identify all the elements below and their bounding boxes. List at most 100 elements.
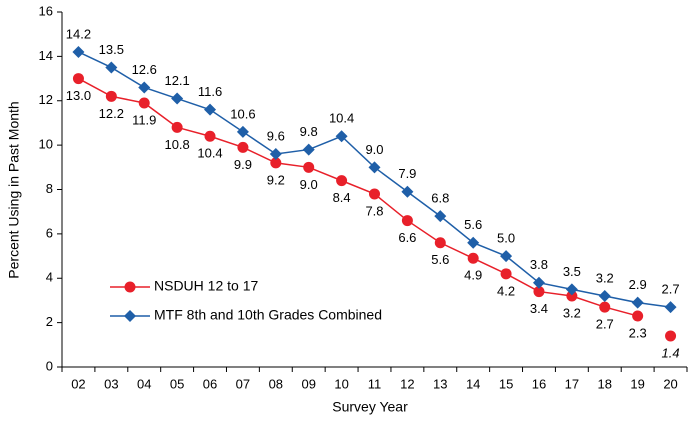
legend-label: MTF 8th and 10th Grades Combined — [154, 307, 382, 323]
data-label: 9.0 — [365, 142, 383, 157]
x-tick-label: 08 — [269, 376, 283, 391]
data-label: 13.0 — [66, 88, 91, 103]
data-label: 1.4 — [662, 345, 680, 360]
data-label: 7.9 — [398, 166, 416, 181]
data-label: 8.4 — [333, 190, 351, 205]
data-point — [532, 276, 545, 289]
data-point — [204, 130, 216, 142]
data-label: 9.0 — [300, 177, 318, 192]
x-tick-label: 03 — [104, 376, 118, 391]
data-point — [72, 73, 84, 85]
data-label: 10.8 — [164, 137, 189, 152]
data-label: 3.5 — [563, 264, 581, 279]
y-tick-label: 10 — [39, 137, 53, 152]
data-label: 4.9 — [464, 268, 482, 283]
data-label: 13.5 — [99, 42, 124, 57]
data-point — [533, 286, 545, 298]
y-tick-label: 4 — [46, 270, 53, 285]
data-label: 9.9 — [234, 157, 252, 172]
data-point — [303, 161, 315, 173]
x-tick-label: 14 — [466, 376, 480, 391]
data-point — [631, 296, 644, 309]
data-point — [302, 143, 315, 156]
data-point — [467, 252, 479, 264]
data-label: 10.6 — [230, 106, 255, 121]
data-point — [171, 121, 183, 133]
data-label: 3.8 — [530, 257, 548, 272]
x-tick-label: 11 — [368, 376, 382, 391]
data-label: 3.4 — [530, 301, 548, 316]
x-tick-label: 16 — [532, 376, 546, 391]
series-line — [78, 77, 638, 317]
data-point — [171, 92, 184, 105]
x-tick-label: 05 — [170, 376, 184, 391]
x-tick-label: 20 — [663, 376, 677, 391]
x-tick-label: 18 — [598, 376, 612, 391]
legend-label: NSDUH 12 to 17 — [154, 278, 258, 294]
data-label: 11.6 — [198, 84, 222, 99]
data-label: 5.0 — [497, 231, 515, 246]
legend-marker — [124, 281, 136, 293]
data-label: 5.6 — [464, 217, 482, 232]
y-axis-label: Percent Using in Past Month — [6, 101, 22, 278]
x-tick-label: 13 — [433, 376, 447, 391]
data-point — [105, 90, 117, 102]
data-label: 2.9 — [629, 277, 647, 292]
data-label: 14.2 — [66, 26, 91, 41]
data-point — [434, 210, 447, 223]
data-label: 2.7 — [596, 317, 614, 332]
data-point — [368, 161, 381, 174]
y-tick-label: 16 — [39, 3, 53, 18]
data-label: 12.2 — [99, 106, 124, 121]
data-label: 7.8 — [365, 203, 383, 218]
y-tick-label: 6 — [46, 225, 53, 240]
x-tick-label: 02 — [71, 376, 85, 391]
x-tick-label: 10 — [334, 376, 348, 391]
y-tick-label: 0 — [46, 358, 53, 373]
data-point — [500, 250, 513, 263]
y-tick-label: 14 — [39, 48, 53, 63]
data-point — [599, 301, 611, 313]
data-point — [237, 141, 249, 153]
data-point — [467, 236, 480, 249]
x-axis-label: Survey Year — [332, 399, 408, 415]
data-point — [665, 330, 677, 342]
data-point — [664, 301, 677, 314]
data-label: 4.2 — [497, 283, 515, 298]
data-point — [434, 237, 446, 249]
x-tick-label: 19 — [630, 376, 644, 391]
data-label: 9.6 — [267, 128, 285, 143]
data-point — [401, 185, 414, 198]
data-label: 6.6 — [398, 230, 416, 245]
data-point — [105, 61, 118, 74]
x-tick-label: 04 — [137, 376, 151, 391]
data-label: 2.3 — [629, 325, 647, 340]
data-label: 5.6 — [431, 252, 449, 267]
data-label: 9.2 — [267, 172, 285, 187]
data-point — [204, 103, 217, 116]
data-label: 12.1 — [164, 73, 189, 88]
data-label: 6.8 — [431, 191, 449, 206]
y-tick-label: 8 — [46, 181, 53, 196]
x-tick-label: 09 — [301, 376, 315, 391]
data-point — [598, 290, 611, 302]
data-point — [401, 215, 413, 227]
data-point — [138, 97, 150, 109]
data-point — [336, 175, 348, 187]
y-tick-label: 12 — [39, 92, 53, 107]
x-tick-label: 12 — [400, 376, 414, 391]
data-label: 10.4 — [329, 111, 354, 126]
x-tick-label: 07 — [236, 376, 250, 391]
data-point — [565, 283, 578, 296]
data-label: 10.4 — [197, 146, 222, 161]
data-label: 9.8 — [300, 124, 318, 139]
data-point — [72, 45, 85, 58]
data-label: 11.9 — [132, 112, 156, 127]
data-point — [236, 125, 249, 138]
data-point — [369, 188, 380, 200]
x-tick-label: 06 — [203, 376, 217, 391]
data-point — [270, 157, 282, 169]
data-label: 12.6 — [132, 62, 157, 77]
y-tick-label: 2 — [46, 314, 53, 329]
